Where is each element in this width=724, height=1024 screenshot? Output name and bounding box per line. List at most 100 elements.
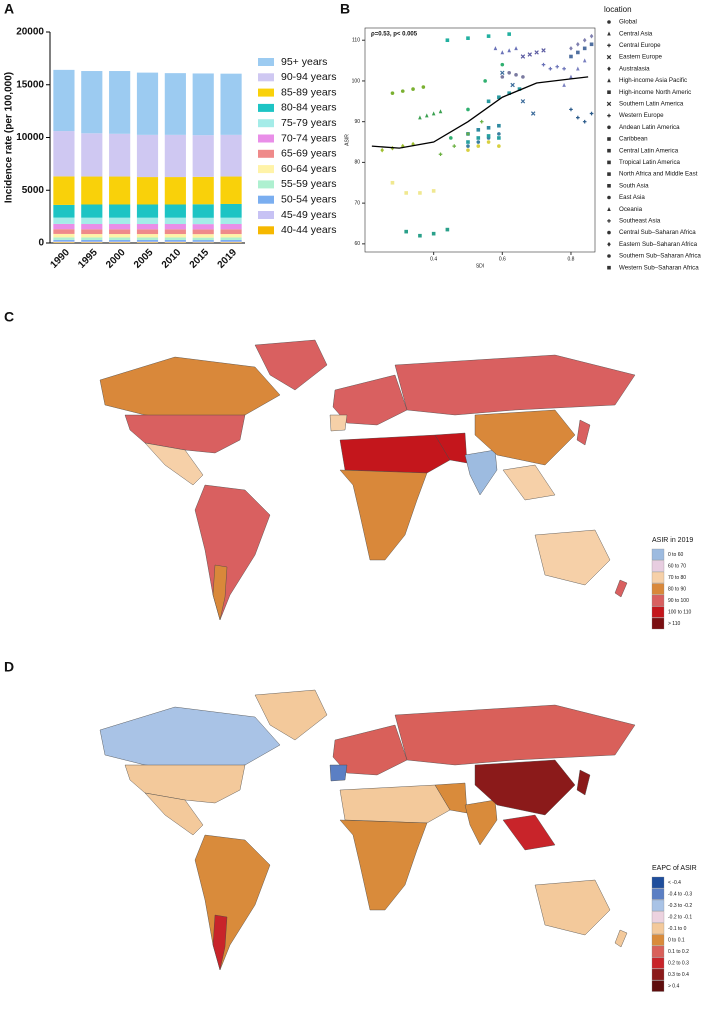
point: [520, 99, 526, 104]
point: [438, 109, 443, 114]
x-tick-label: 2019: [216, 247, 240, 271]
legend-marker: [606, 101, 612, 107]
bar-segment: [164, 217, 186, 225]
legend-swatch: [651, 617, 665, 630]
point: [507, 32, 511, 36]
point: [424, 113, 429, 118]
legend-label: > 110: [668, 621, 680, 627]
country: [614, 929, 628, 948]
legend-label: 60-64 years: [281, 163, 336, 175]
x-tick-label: 2015: [188, 247, 212, 271]
point: [569, 46, 573, 51]
point: [390, 91, 395, 95]
bar-segment: [164, 229, 186, 235]
bar-segment: [53, 241, 75, 243]
country: [394, 704, 636, 766]
country: [194, 484, 271, 621]
bar-segment: [136, 224, 159, 230]
point: [483, 79, 487, 83]
legend-swatch: [258, 134, 274, 143]
bar-segment: [164, 73, 186, 135]
y-tick-label: 110: [352, 38, 360, 44]
bar-segment: [220, 234, 242, 238]
bar-segment: [136, 237, 159, 240]
legend-swatch: [651, 548, 665, 561]
legend-swatch: [651, 594, 665, 607]
legend-label: 65-69 years: [281, 148, 336, 160]
point: [400, 143, 405, 149]
country: [99, 706, 281, 771]
legend-marker: [607, 195, 611, 200]
legend-label: 90-94 years: [281, 71, 336, 83]
point: [497, 136, 501, 140]
legend-marker: [607, 31, 611, 36]
x-tick-label: 1990: [48, 247, 72, 271]
point: [449, 136, 453, 140]
legend-swatch: [651, 571, 665, 584]
point: [576, 66, 580, 71]
legend-label: 0.3 to 0.4: [668, 972, 689, 978]
bar-segment: [164, 241, 186, 243]
bar-segment: [109, 241, 131, 243]
point: [569, 74, 573, 79]
y-tick-label: 100: [352, 78, 361, 84]
world-map: [99, 689, 636, 971]
legend-title: ASIR in 2019: [652, 537, 693, 544]
legend-swatch: [651, 911, 665, 923]
legend-swatch: [258, 195, 274, 204]
legend-label: Central Latin America: [619, 147, 679, 154]
country: [502, 464, 556, 501]
point: [500, 70, 505, 76]
point: [497, 95, 501, 100]
legend-marker: [607, 172, 611, 176]
point: [493, 46, 498, 51]
legend-label: High-income Asia Pacific: [619, 77, 687, 84]
bar-segment: [136, 241, 159, 243]
bar-segment: [164, 239, 186, 242]
point: [569, 107, 573, 112]
legend-label: 95+ years: [281, 56, 327, 68]
legend-label: > 0.4: [668, 983, 679, 989]
legend-marker: [607, 20, 611, 24]
bar-segment: [192, 224, 214, 230]
legend-label: 50-54 years: [281, 193, 336, 205]
legend-marker: [607, 160, 611, 165]
legend-label: 0 to 60: [668, 552, 684, 558]
bar-segment: [81, 241, 103, 243]
point: [562, 66, 566, 71]
legend-marker: [607, 113, 611, 118]
bar-segment: [136, 242, 159, 243]
bar-segment: [220, 242, 242, 243]
y-tick-label: 15000: [16, 79, 44, 90]
world-map: [99, 339, 636, 621]
country: [464, 799, 498, 846]
legend-label: 70 to 80: [668, 575, 686, 581]
bar-segment: [53, 176, 75, 205]
y-tick-label: 80: [354, 160, 360, 166]
bar-segment: [53, 229, 75, 234]
point: [530, 111, 536, 116]
bar-segment: [164, 204, 186, 218]
point: [521, 75, 525, 79]
bar-segment: [109, 234, 131, 238]
country: [474, 759, 576, 816]
legend-swatch: [258, 58, 274, 66]
y-tick-label: 5000: [22, 185, 45, 196]
bar-segment: [53, 131, 75, 177]
legend-swatch: [651, 560, 665, 572]
country: [474, 409, 576, 466]
legend-marker: [607, 137, 611, 141]
legend-swatch: [258, 88, 274, 97]
bar-segment: [192, 217, 214, 225]
country: [339, 819, 428, 911]
legend-marker: [607, 125, 611, 130]
legend-swatch: [258, 149, 274, 158]
y-tick-label: 90: [354, 119, 360, 125]
point: [418, 233, 422, 238]
plot-frame: [364, 27, 596, 253]
legend-swatch: [258, 211, 274, 219]
bar-segment: [220, 237, 242, 240]
point: [445, 38, 450, 43]
bar-segment: [81, 224, 103, 230]
bar-segment: [53, 223, 75, 230]
